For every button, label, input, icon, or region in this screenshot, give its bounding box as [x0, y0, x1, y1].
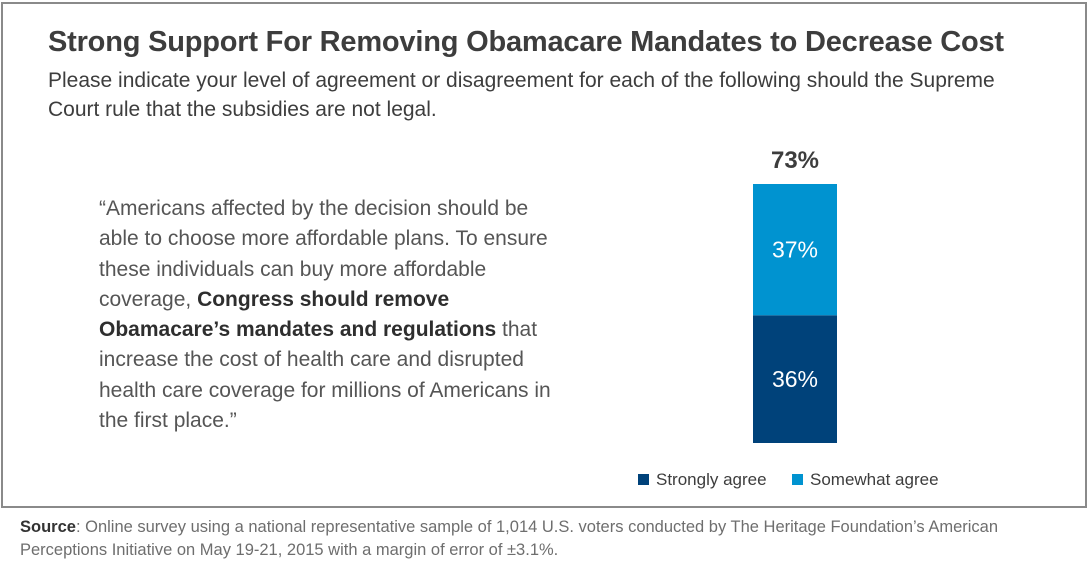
legend-label-somewhat-agree: Somewhat agree	[810, 470, 939, 489]
data-label-somewhat-agree: 37%	[772, 237, 818, 263]
legend-swatch-strongly-agree	[638, 474, 649, 485]
data-label-strongly-agree: 36%	[772, 366, 818, 392]
chart-subtitle: Please indicate your level of agreement …	[48, 69, 995, 121]
statement-text-1: “Americans affected by the decision shou…	[99, 197, 548, 311]
legend: Strongly agree Somewhat agree	[638, 470, 939, 489]
source-text: : Online survey using a national represe…	[20, 518, 999, 559]
bar-segment-somewhat-agree	[753, 184, 837, 316]
legend-label-strongly-agree: Strongly agree	[656, 470, 767, 489]
total-label: 73%	[771, 147, 819, 174]
stacked-bar-chart: 73% 36% 37% Strongly agree Somewhat agree	[638, 147, 939, 489]
chart-frame: Strong Support For Removing Obamacare Ma…	[1, 2, 1087, 508]
source-label: Source	[20, 518, 76, 536]
statement-bold-text: Congress should remove Obamacare’s manda…	[99, 287, 497, 342]
legend-swatch-somewhat-agree	[792, 474, 803, 485]
chart-title: Strong Support For Removing Obamacare Ma…	[48, 26, 1004, 58]
statement-text-2: that increase the cost of health care an…	[99, 318, 551, 433]
bar-segment-strongly-agree	[753, 315, 837, 443]
source-note: Source: Online survey using a national r…	[20, 516, 1080, 562]
survey-statement: “Americans affected by the decision shou…	[99, 194, 559, 436]
bar-segments: 36% 37%	[753, 184, 837, 443]
